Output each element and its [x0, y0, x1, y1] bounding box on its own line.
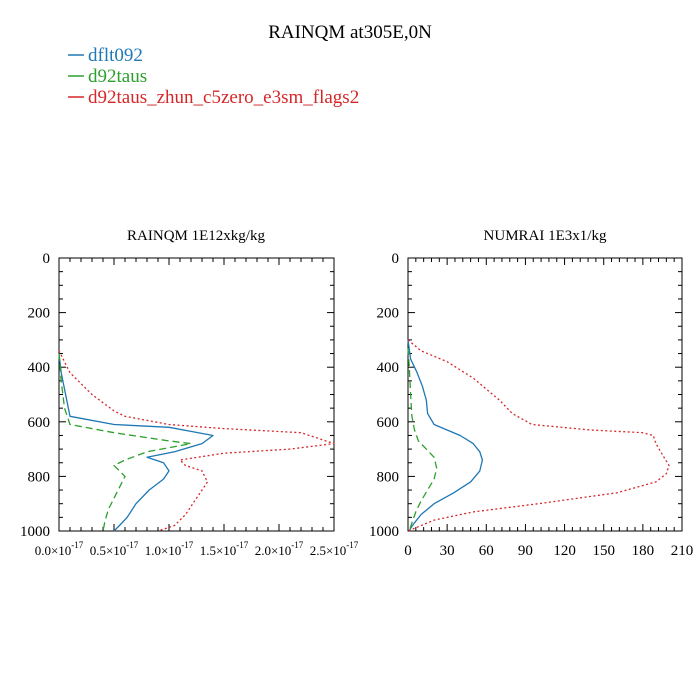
- numrai-x-tick-label: 90: [518, 543, 533, 559]
- rainqm-x-tick-label: 1.5×10-17: [200, 540, 249, 558]
- numrai-y-tick-label: 800: [377, 469, 400, 485]
- numrai-y-tick-label: 1000: [369, 524, 399, 540]
- legend-item-d92taus: d92taus: [68, 66, 147, 87]
- rainqm-y-tick-label: 600: [28, 415, 51, 431]
- numrai-x-tick-label: 30: [440, 543, 455, 559]
- numrai-x-tick-label: 60: [479, 543, 494, 559]
- rainqm-series-dflt092: [58, 353, 214, 532]
- rainqm-x-tick-label: 2.0×10-17: [255, 540, 304, 558]
- rainqm-plot-frame: [58, 257, 335, 532]
- numrai-plot-frame: [407, 257, 683, 532]
- rainqm-series-d92taus-zhun-c5zero-e3sm-flags2: [58, 350, 335, 532]
- numrai-x-tick-label: 0: [404, 543, 412, 559]
- rainqm-x-tick-label: 0.5×10-17: [90, 540, 139, 558]
- legend-label-d92taus: d92taus: [88, 66, 147, 87]
- legend-item-d92taus-zhun: d92taus_zhun_c5zero_e3sm_flags2: [68, 87, 359, 108]
- numrai-panel-title: NUMRAI 1E3x1/kg: [484, 228, 607, 244]
- numrai-x-tick-label: 150: [592, 543, 615, 559]
- numrai-series-d92taus-zhun-c5zero-e3sm-flags2: [407, 339, 670, 532]
- numrai-ticks: 0 200 400 600 800 1000 0 30 60 90 120 150 180 210: [369, 251, 693, 559]
- numrai-series: [407, 339, 670, 532]
- numrai-y-tick-label: 0: [392, 251, 400, 267]
- rainqm-series-d92taus: [58, 353, 192, 532]
- numrai-y-tick-label: 400: [377, 360, 400, 376]
- numrai-x-tick-label: 210: [671, 543, 694, 559]
- rainqm-x-tick-label: 2.5×10-17: [310, 540, 359, 558]
- numrai-y-tick-label: 200: [377, 306, 400, 322]
- rainqm-y-tick-label: 400: [28, 360, 51, 376]
- numrai-panel: NUMRAI 1E3x1/kg 0 200 400 600 800 1000 0 30 60 90…: [369, 228, 693, 559]
- numrai-y-tick-label: 600: [377, 415, 400, 431]
- rainqm-x-tick-label: 1.0×10-17: [145, 540, 194, 558]
- rainqm-y-tick-label: 800: [28, 469, 51, 485]
- rainqm-y-tick-label: 200: [28, 306, 51, 322]
- numrai-series-dflt092: [407, 339, 484, 532]
- rainqm-series: [58, 350, 335, 532]
- rainqm-panel-title: RAINQM 1E12xkg/kg: [127, 228, 265, 244]
- legend: dflt092 d92taus d92taus_zhun_c5zero_e3sm…: [68, 45, 359, 108]
- figure-title: RAINQM at305E,0N: [268, 22, 432, 43]
- legend-label-d92taus-zhun: d92taus_zhun_c5zero_e3sm_flags2: [88, 87, 359, 108]
- rainqm-y-tick-label: 1000: [20, 524, 50, 540]
- numrai-series-d92taus: [407, 348, 438, 532]
- rainqm-x-tick-label: 0.0×10-17: [35, 540, 84, 558]
- legend-label-dflt092: dflt092: [88, 45, 143, 66]
- rainqm-panel: RAINQM 1E12xkg/kg 0 200 400 600 800 10000.0×1…: [20, 228, 359, 558]
- rainqm-y-tick-label: 0: [43, 251, 51, 267]
- legend-item-dflt092: dflt092: [68, 45, 143, 66]
- numrai-x-tick-label: 180: [632, 543, 655, 559]
- numrai-x-tick-label: 120: [553, 543, 576, 559]
